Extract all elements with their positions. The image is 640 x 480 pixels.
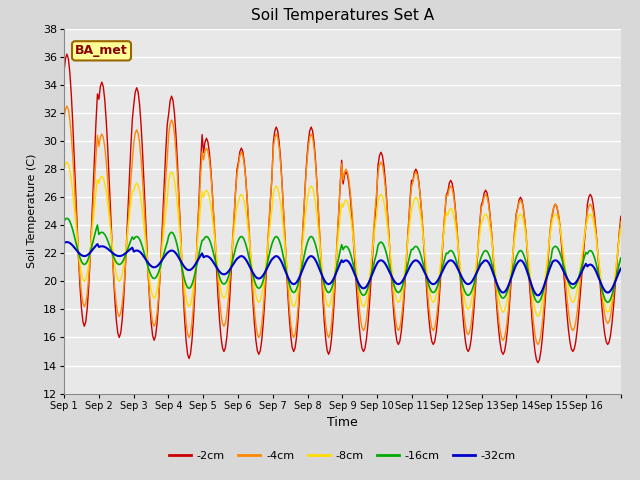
Text: BA_met: BA_met (75, 44, 128, 57)
-16cm (617, 255, 625, 261)
-2cm (617, 214, 625, 219)
-4cm (63, 103, 71, 109)
-32cm (458, 276, 466, 281)
-32cm (81, 253, 88, 259)
Title: Soil Temperatures Set A: Soil Temperatures Set A (251, 9, 434, 24)
-8cm (348, 224, 356, 229)
Line: -16cm: -16cm (64, 218, 621, 302)
-2cm (534, 360, 542, 366)
-16cm (616, 261, 623, 266)
-32cm (543, 275, 550, 281)
-8cm (458, 281, 466, 287)
-4cm (81, 304, 88, 310)
-16cm (543, 274, 550, 279)
-2cm (60, 70, 68, 75)
-16cm (458, 281, 466, 287)
Line: -2cm: -2cm (64, 54, 621, 363)
-2cm (348, 214, 356, 220)
-16cm (348, 256, 356, 262)
-32cm (60, 240, 68, 246)
-32cm (534, 292, 542, 298)
-32cm (348, 264, 356, 270)
-4cm (543, 269, 550, 275)
-16cm (60, 218, 68, 224)
-16cm (63, 216, 71, 221)
-2cm (458, 306, 466, 312)
-2cm (63, 51, 71, 57)
-4cm (616, 231, 623, 237)
-16cm (98, 229, 106, 235)
-2cm (543, 277, 550, 283)
-8cm (60, 167, 68, 173)
-4cm (98, 131, 106, 137)
-32cm (98, 243, 106, 249)
-2cm (98, 79, 106, 85)
-8cm (543, 263, 550, 268)
-32cm (616, 269, 623, 275)
Line: -4cm: -4cm (64, 106, 621, 345)
-4cm (458, 295, 466, 300)
-2cm (81, 324, 88, 329)
Legend: -2cm, -4cm, -8cm, -16cm, -32cm: -2cm, -4cm, -8cm, -16cm, -32cm (164, 446, 520, 466)
Y-axis label: Soil Temperature (C): Soil Temperature (C) (28, 154, 37, 268)
-8cm (98, 173, 106, 179)
-8cm (534, 313, 542, 319)
-32cm (617, 266, 625, 272)
-8cm (81, 278, 88, 284)
-32cm (63, 239, 71, 245)
-4cm (348, 206, 356, 212)
Line: -8cm: -8cm (64, 162, 621, 316)
-8cm (63, 159, 71, 165)
-4cm (60, 117, 68, 122)
-8cm (617, 226, 625, 231)
-4cm (534, 342, 542, 348)
-16cm (81, 262, 88, 267)
X-axis label: Time: Time (327, 416, 358, 429)
Line: -32cm: -32cm (64, 242, 621, 295)
-4cm (617, 219, 625, 225)
-16cm (534, 300, 542, 305)
-8cm (616, 236, 623, 241)
-2cm (616, 229, 623, 235)
